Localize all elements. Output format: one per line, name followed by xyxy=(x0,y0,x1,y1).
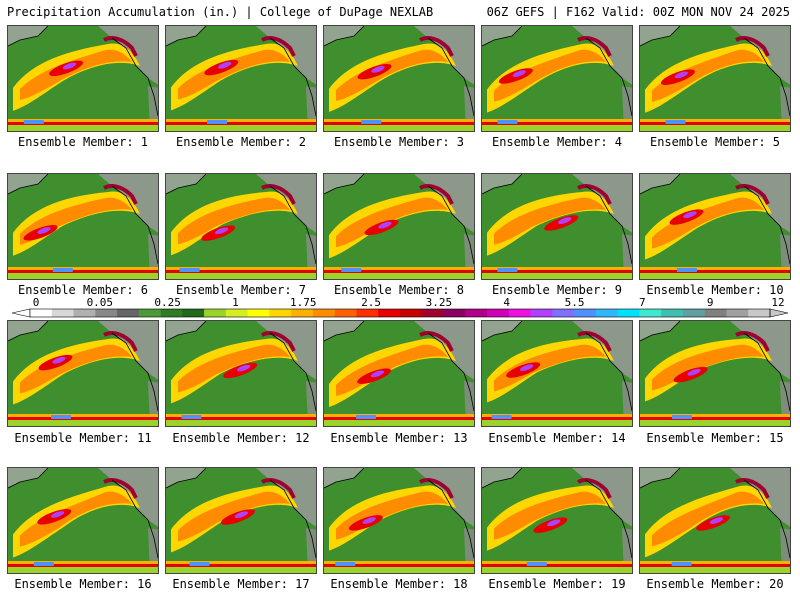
ensemble-member-map xyxy=(481,320,633,427)
colorbar-tick-label: 7 xyxy=(639,296,646,309)
colorbar-swatch xyxy=(356,309,379,317)
colorbar-swatch xyxy=(247,309,270,317)
ensemble-member-map xyxy=(323,173,475,280)
ensemble-member-map xyxy=(7,173,159,280)
colorbar-swatch xyxy=(639,309,662,317)
ensemble-member-label: Ensemble Member: 1 xyxy=(17,135,149,149)
colorbar-swatch xyxy=(400,309,423,317)
run-valid-time: 06Z GEFS | F162 Valid: 00Z MON NOV 24 20… xyxy=(486,5,790,19)
ensemble-member-label: Ensemble Member: 2 xyxy=(175,135,307,149)
ensemble-member-map xyxy=(7,320,159,427)
colorbar-tick-label: 12 xyxy=(771,296,784,309)
ensemble-member-label: Ensemble Member: 20 xyxy=(646,577,784,591)
colorbar-swatch xyxy=(530,309,553,317)
colorbar-swatch xyxy=(269,309,292,317)
colorbar-swatch xyxy=(204,309,227,317)
colorbar-swatch xyxy=(95,309,118,317)
ensemble-member-map xyxy=(481,467,633,574)
colorbar-swatch xyxy=(748,309,771,317)
colorbar-swatches xyxy=(11,308,789,318)
ensemble-member-map xyxy=(639,25,791,132)
colorbar-swatch xyxy=(574,309,597,317)
colorbar-swatch xyxy=(30,309,53,317)
ensemble-member-map xyxy=(481,25,633,132)
ensemble-member-label: Ensemble Member: 15 xyxy=(646,431,784,445)
ensemble-member-label: Ensemble Member: 6 xyxy=(17,283,149,297)
colorbar-swatch xyxy=(421,309,444,317)
ensemble-member-map xyxy=(165,25,317,132)
ensemble-member-label: Ensemble Member: 11 xyxy=(14,431,152,445)
colorbar-tick-label: 2.5 xyxy=(361,296,381,309)
colorbar-tick-label: 1.75 xyxy=(290,296,317,309)
colorbar-swatch xyxy=(726,309,749,317)
ensemble-member-map xyxy=(165,173,317,280)
colorbar-tick-label: 5.5 xyxy=(565,296,585,309)
colorbar-tick-label: 0 xyxy=(33,296,40,309)
ensemble-member-map xyxy=(323,467,475,574)
ensemble-member-label: Ensemble Member: 12 xyxy=(172,431,310,445)
colorbar-swatch xyxy=(465,309,488,317)
colorbar-swatch xyxy=(138,309,161,317)
ensemble-member-label: Ensemble Member: 10 xyxy=(646,283,784,297)
ensemble-member-label: Ensemble Member: 18 xyxy=(330,577,468,591)
colorbar-swatch xyxy=(595,309,618,317)
colorbar-swatch xyxy=(487,309,510,317)
precip-colorbar: 0 0.05 0.25 1 1.75 2.5 3.25 4 5.5 7 9 12 xyxy=(11,296,789,318)
colorbar-swatch xyxy=(182,309,205,317)
colorbar-tick-label: 9 xyxy=(707,296,714,309)
colorbar-swatch xyxy=(682,309,706,317)
colorbar-left-arrow xyxy=(11,308,31,318)
colorbar-swatch xyxy=(291,309,314,317)
map-title: Precipitation Accumulation (in.) | Colle… xyxy=(7,5,434,19)
ensemble-member-label: Ensemble Member: 7 xyxy=(175,283,307,297)
colorbar-tick-label: 0.25 xyxy=(154,296,181,309)
colorbar-swatch xyxy=(661,309,684,317)
colorbar-swatch xyxy=(312,309,336,317)
ensemble-member-label: Ensemble Member: 9 xyxy=(491,283,623,297)
colorbar-right-arrow xyxy=(769,308,789,318)
ensemble-member-map xyxy=(323,25,475,132)
ensemble-member-label: Ensemble Member: 13 xyxy=(330,431,468,445)
colorbar-swatch xyxy=(552,309,575,317)
ensemble-member-map xyxy=(323,320,475,427)
ensemble-member-label: Ensemble Member: 16 xyxy=(14,577,152,591)
colorbar-swatch xyxy=(117,309,140,317)
ensemble-member-label: Ensemble Member: 8 xyxy=(333,283,465,297)
colorbar-labels: 0 0.05 0.25 1 1.75 2.5 3.25 4 5.5 7 9 12 xyxy=(33,296,785,309)
colorbar-tick-label: 1 xyxy=(232,296,239,309)
colorbar-swatch xyxy=(443,309,466,317)
ensemble-member-label: Ensemble Member: 14 xyxy=(488,431,626,445)
colorbar-swatch xyxy=(378,309,401,317)
ensemble-member-map xyxy=(639,467,791,574)
ensemble-member-map xyxy=(165,467,317,574)
ensemble-member-map xyxy=(639,320,791,427)
ensemble-member-label: Ensemble Member: 17 xyxy=(172,577,310,591)
colorbar-swatch xyxy=(160,309,183,317)
colorbar-swatch xyxy=(73,309,96,317)
colorbar-swatch xyxy=(704,309,727,317)
ensemble-member-label: Ensemble Member: 4 xyxy=(491,135,623,149)
colorbar-swatch xyxy=(51,309,74,317)
colorbar-swatch xyxy=(334,309,357,317)
colorbar-swatch xyxy=(617,309,640,317)
ensemble-member-map xyxy=(165,320,317,427)
colorbar-swatch xyxy=(508,309,531,317)
ensemble-member-map xyxy=(7,25,159,132)
ensemble-member-map xyxy=(639,173,791,280)
ensemble-member-label: Ensemble Member: 19 xyxy=(488,577,626,591)
ensemble-member-label: Ensemble Member: 5 xyxy=(649,135,781,149)
colorbar-tick-label: 0.05 xyxy=(87,296,114,309)
colorbar-tick-label: 4 xyxy=(503,296,510,309)
ensemble-member-map xyxy=(481,173,633,280)
colorbar-tick-label: 3.25 xyxy=(426,296,453,309)
ensemble-member-label: Ensemble Member: 3 xyxy=(333,135,465,149)
colorbar-swatch xyxy=(225,309,248,317)
ensemble-member-map xyxy=(7,467,159,574)
